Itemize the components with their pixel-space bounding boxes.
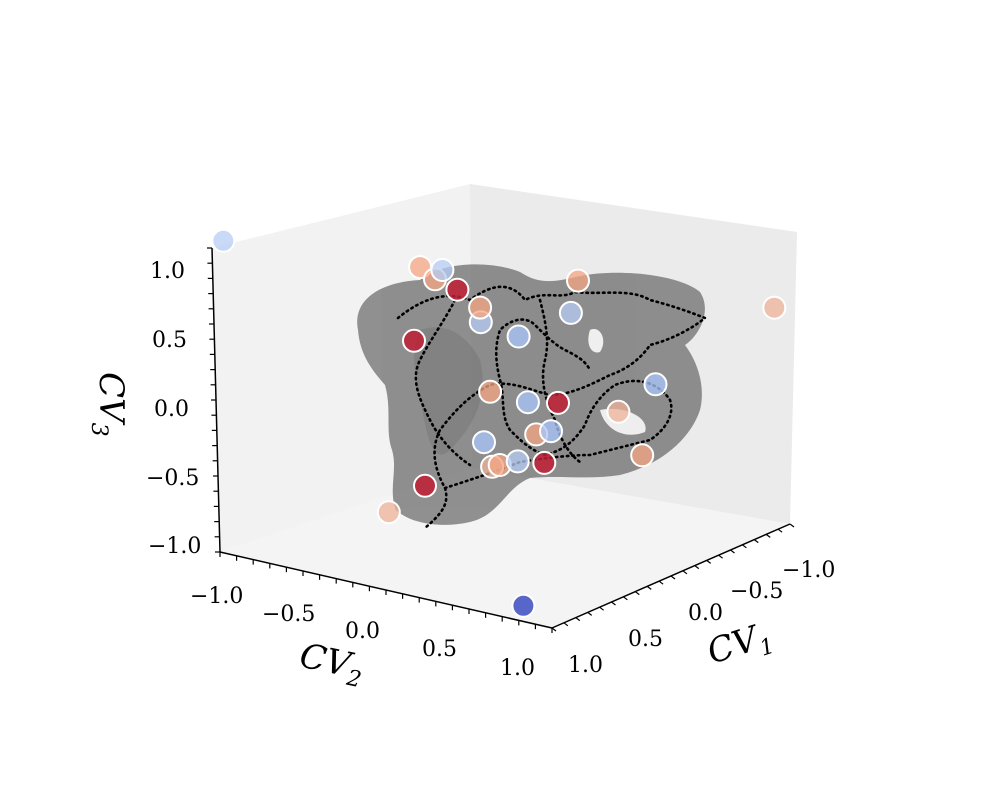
scatter-point bbox=[566, 268, 590, 293]
x-tick-label: 0.0 bbox=[688, 601, 723, 626]
scatter-point bbox=[445, 277, 470, 302]
z-axis-title: CV3 bbox=[86, 372, 131, 437]
x-tick-label: −1.0 bbox=[782, 558, 835, 583]
y-tick-label: 0.0 bbox=[345, 619, 380, 644]
minor-ticks bbox=[207, 247, 795, 633]
axis-tick bbox=[753, 539, 759, 544]
scatter-point bbox=[505, 449, 530, 474]
axis-tick bbox=[694, 565, 700, 570]
isosurface-inner-fold bbox=[414, 327, 483, 455]
scatter-point bbox=[413, 473, 437, 498]
x-axis-title-main: CV bbox=[702, 618, 766, 673]
y-tick-label: 1.0 bbox=[500, 656, 535, 681]
scatter-point bbox=[606, 399, 631, 424]
axis-tick bbox=[765, 533, 771, 538]
scatter-point bbox=[376, 500, 401, 525]
axis-tick bbox=[563, 622, 569, 627]
y-tick-label: −0.5 bbox=[262, 602, 315, 627]
scatter-point bbox=[478, 379, 503, 404]
y-tick-label: 0.5 bbox=[422, 637, 457, 662]
scatter-point bbox=[643, 372, 668, 397]
trajectory-path bbox=[396, 285, 708, 530]
x-tick-label: 1.0 bbox=[568, 653, 603, 678]
axis-tick bbox=[551, 627, 557, 632]
z-tick-label: −1.0 bbox=[148, 534, 201, 559]
axis-tick bbox=[682, 570, 688, 575]
axis-tick bbox=[575, 617, 581, 622]
scatter-point bbox=[506, 324, 531, 349]
z-axis-title-main: CV bbox=[91, 372, 131, 426]
z-tick-label: 0.5 bbox=[152, 328, 187, 353]
y-axis-title-sub: 2 bbox=[344, 666, 364, 694]
scatter-point bbox=[515, 390, 540, 415]
z-tick-label: 0.0 bbox=[154, 397, 189, 422]
axis-tick bbox=[718, 554, 723, 559]
x-axis-title: CV1 bbox=[702, 615, 777, 678]
axis-tick bbox=[730, 549, 735, 554]
z-tick-label: 1.0 bbox=[150, 259, 185, 284]
axis-tick bbox=[587, 611, 593, 616]
axis-tick bbox=[634, 591, 640, 596]
z-tick-label: −0.5 bbox=[146, 466, 199, 491]
scatter-point bbox=[630, 443, 655, 468]
z-axis-title-sub: 3 bbox=[86, 423, 111, 437]
scatter-point bbox=[211, 228, 236, 253]
scatter-point bbox=[430, 258, 455, 282]
scatter-point bbox=[532, 450, 557, 475]
scatter-point bbox=[468, 295, 493, 320]
isosurface-hole-1 bbox=[588, 329, 604, 353]
axis-tick bbox=[646, 585, 652, 590]
scatter-point bbox=[472, 430, 496, 455]
scatter-point bbox=[546, 390, 570, 415]
floor-pane bbox=[220, 468, 790, 628]
axis-tick bbox=[777, 528, 783, 533]
axis-tick bbox=[670, 575, 676, 580]
y-tick-labels: −1.0 −0.5 0.0 0.5 1.0 bbox=[190, 584, 535, 681]
scatter-point bbox=[558, 300, 583, 325]
y-tick-label: −1.0 bbox=[190, 584, 243, 609]
trajectory bbox=[396, 285, 708, 530]
scatter-point bbox=[762, 295, 787, 320]
scatter-point bbox=[402, 328, 426, 353]
z-tick-labels: 1.0 0.5 0.0 −0.5 −1.0 bbox=[146, 259, 201, 559]
axis-tick bbox=[658, 580, 664, 585]
scatter-point bbox=[539, 419, 563, 444]
x-tick-labels: −1.0 −0.5 0.0 0.5 1.0 bbox=[568, 558, 835, 678]
x-tick-label: 0.5 bbox=[628, 627, 663, 652]
axis-tick bbox=[742, 544, 747, 549]
axis-tick bbox=[706, 559, 712, 564]
x-tick-label: −0.5 bbox=[730, 579, 783, 604]
y-axis-title: CV2 bbox=[295, 636, 368, 693]
axis-tick bbox=[789, 523, 795, 528]
axis-tick bbox=[623, 596, 628, 601]
axis-tick bbox=[599, 606, 604, 611]
axis-tick bbox=[611, 601, 616, 606]
scatter-points bbox=[211, 228, 787, 618]
scatter-point bbox=[511, 593, 536, 618]
